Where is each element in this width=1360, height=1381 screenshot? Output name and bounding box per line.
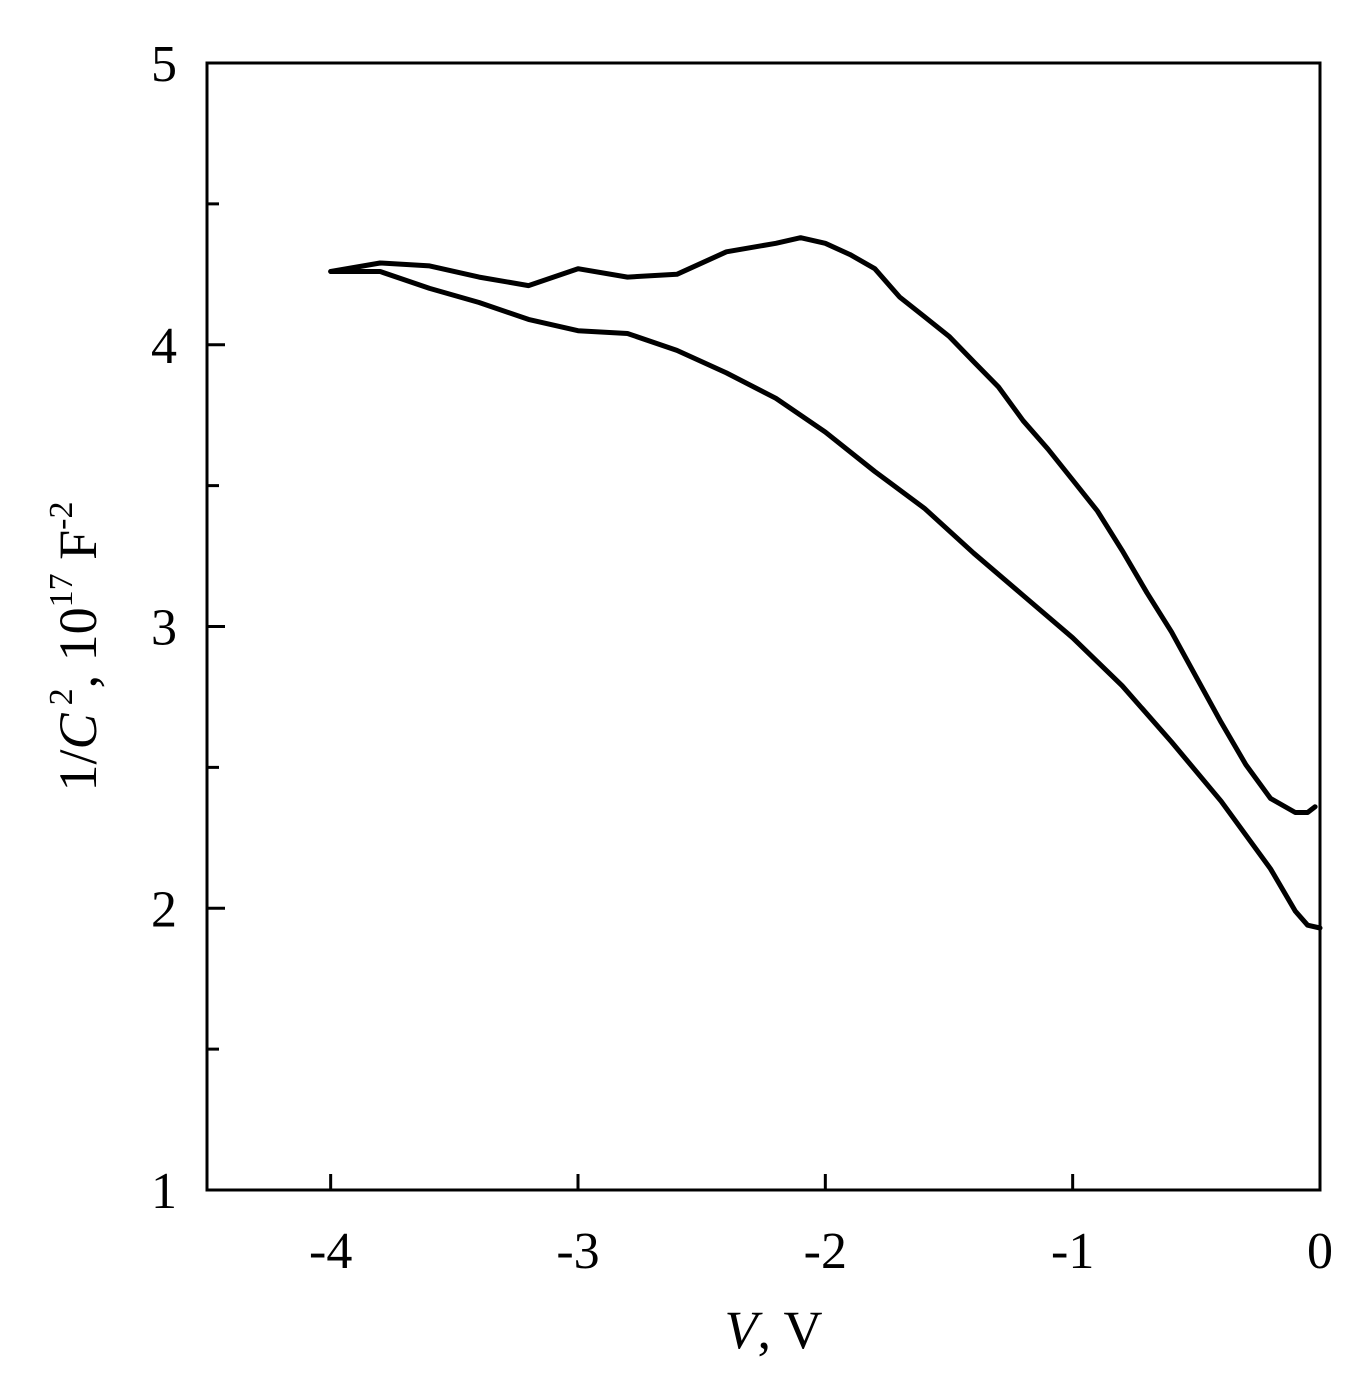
y-axis-label-mid: , 10 (48, 607, 108, 688)
x-tick-label: -1 (1051, 1223, 1094, 1280)
y-axis-label-unit: F (48, 530, 108, 574)
y-tick-label: 4 (151, 318, 177, 375)
x-axis-label-unit: , V (757, 1300, 822, 1360)
x-tick-label: -2 (804, 1223, 847, 1280)
y-axis-label-exp1: 2 (43, 688, 80, 705)
y-axis-label-prefix: 1/ (48, 749, 108, 791)
x-axis-label-var: V (724, 1300, 763, 1360)
x-tick-label: -3 (556, 1223, 599, 1280)
x-axis-ticks: -4 -3 -2 -1 0 (309, 1174, 1333, 1280)
series-line-1 (328, 235, 1318, 815)
x-tick-label: -4 (309, 1223, 352, 1280)
plot-frame (205, 61, 1322, 1192)
x-axis-label: V, V (724, 1300, 822, 1360)
y-axis-label-exp3: -2 (43, 502, 80, 530)
y-tick-label: 1 (151, 1163, 177, 1220)
y-tick-label: 5 (151, 36, 177, 93)
y-axis-ticks: 1 2 3 4 5 (151, 36, 225, 1220)
plot-layer (328, 235, 1323, 931)
y-axis-label-var: C (48, 712, 108, 749)
y-tick-label: 3 (151, 600, 177, 657)
y-tick-label: 2 (151, 881, 177, 938)
x-tick-label: 0 (1307, 1223, 1333, 1280)
y-axis-label: 1/C 2, 1017 F-2 (43, 502, 108, 792)
y-axis-label-exp2: 17 (43, 573, 80, 607)
series-line-2 (328, 269, 1323, 931)
